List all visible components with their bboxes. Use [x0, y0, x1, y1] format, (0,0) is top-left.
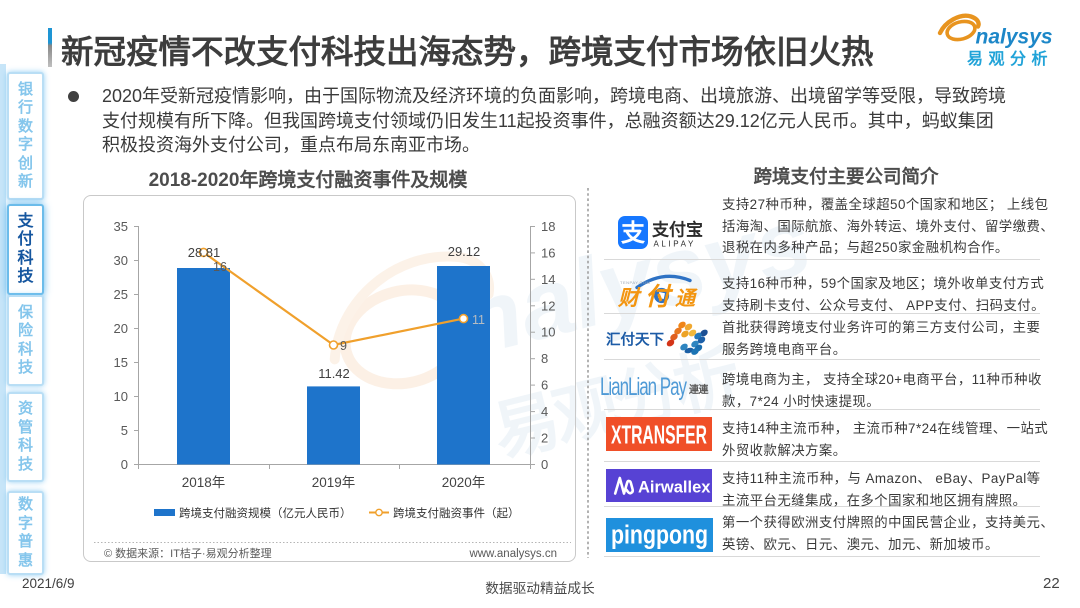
svg-text:2: 2: [541, 431, 548, 446]
svg-text:财: 财: [617, 286, 642, 308]
svg-text:LianLian Pay: LianLian Pay: [600, 373, 687, 401]
svg-text:支付宝: 支付宝: [652, 220, 703, 240]
svg-text:跨境支付融资规模（亿元人民币）: 跨境支付融资规模（亿元人民币）: [179, 506, 352, 520]
svg-text:nalysys: nalysys: [976, 26, 1053, 49]
svg-text:9: 9: [340, 339, 347, 353]
svg-text:16: 16: [213, 260, 227, 274]
svg-text:16: 16: [541, 245, 555, 260]
svg-text:29.12: 29.12: [448, 244, 481, 259]
svg-text:通: 通: [675, 288, 698, 308]
svg-text:© 数据来源：IT桔子·易观分析整理: © 数据来源：IT桔子·易观分析整理: [104, 546, 272, 560]
svg-text:5: 5: [121, 423, 128, 438]
svg-text:2018年: 2018年: [182, 475, 226, 490]
svg-text:汇付天下: 汇付天下: [606, 331, 664, 349]
svg-text:跨境支付融资事件（起）: 跨境支付融资事件（起）: [393, 506, 520, 520]
svg-text:2020年: 2020年: [442, 475, 486, 490]
svg-text:2019年: 2019年: [312, 475, 356, 490]
svg-text:28.81: 28.81: [188, 245, 221, 260]
svg-text:12: 12: [541, 298, 555, 313]
svg-text:10: 10: [541, 325, 555, 340]
svg-text:pingpong: pingpong: [611, 522, 708, 550]
svg-text:ALIPAY: ALIPAY: [654, 240, 696, 249]
svg-text:8: 8: [541, 351, 548, 366]
svg-text:TENPAY.COM: TENPAY.COM: [620, 280, 650, 285]
svg-text:11.42: 11.42: [318, 366, 350, 381]
svg-text:付: 付: [645, 283, 674, 308]
svg-text:4: 4: [541, 404, 548, 419]
svg-text:30: 30: [114, 253, 128, 268]
svg-text:15: 15: [114, 355, 128, 370]
svg-text:14: 14: [541, 272, 555, 287]
svg-text:支: 支: [621, 220, 646, 247]
svg-text:20: 20: [114, 321, 128, 336]
svg-text:0: 0: [541, 457, 548, 472]
svg-text:易观分析: 易观分析: [967, 49, 1053, 68]
svg-text:Airwallex: Airwallex: [638, 479, 711, 497]
svg-text:25: 25: [114, 287, 128, 302]
svg-text:18: 18: [541, 219, 555, 234]
svg-text:11: 11: [472, 313, 485, 327]
svg-text:www.analysys.cn: www.analysys.cn: [468, 548, 557, 560]
svg-text:10: 10: [114, 389, 128, 404]
svg-text:連: 連: [689, 383, 700, 396]
svg-text:連: 連: [699, 383, 710, 396]
svg-text:6: 6: [541, 378, 548, 393]
svg-text:XTRANSFER: XTRANSFER: [611, 420, 707, 450]
svg-text:35: 35: [114, 219, 128, 234]
svg-text:0: 0: [121, 457, 128, 472]
